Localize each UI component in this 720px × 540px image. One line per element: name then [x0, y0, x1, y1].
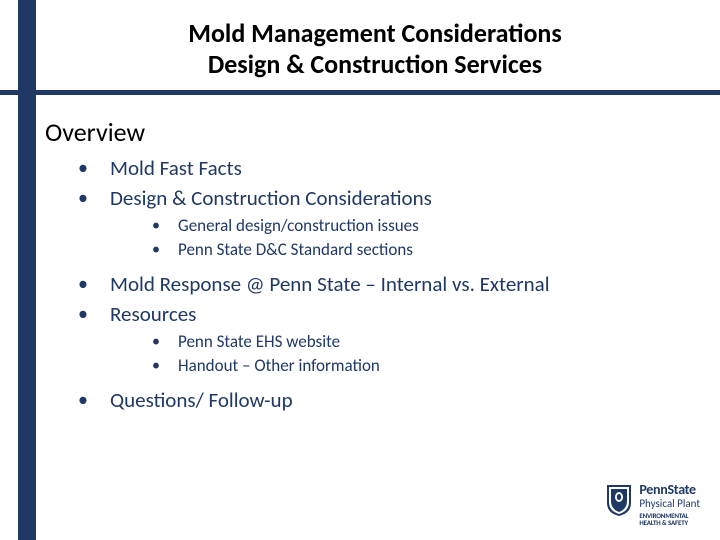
bullet-icon: • [148, 355, 178, 377]
bullet-icon: • [148, 331, 178, 353]
bullet-icon: • [148, 215, 178, 237]
list-text: Design & Construction Considerations [110, 185, 690, 211]
list-text: Mold Response @ Penn State – Internal vs… [110, 271, 690, 297]
title-line-2: Design & Construction Services [60, 49, 690, 80]
content-body: • Mold Fast Facts • Design & Constructio… [72, 155, 690, 417]
list-item: • Design & Construction Considerations [72, 185, 690, 211]
list-text: Resources [110, 301, 690, 327]
list-item: • Handout – Other information [148, 355, 690, 377]
bullet-icon: • [148, 239, 178, 261]
bullet-icon: • [72, 301, 110, 327]
horizontal-rule [0, 90, 720, 95]
list-text: Mold Fast Facts [110, 155, 690, 181]
list-text: Penn State D&C Standard sections [178, 239, 690, 261]
list-text: Penn State EHS website [178, 331, 690, 353]
list-text: Questions/ Follow-up [110, 387, 690, 413]
logo-subunit: Physical Plant [639, 498, 700, 509]
footer-logo: PennState Physical Plant ENVIRONMENTAL H… [605, 483, 700, 526]
sublist: • Penn State EHS website • Handout – Oth… [148, 331, 690, 377]
list-item: • Penn State D&C Standard sections [148, 239, 690, 261]
logo-dept-line2: HEALTH & SAFETY [639, 519, 700, 526]
sublist: • General design/construction issues • P… [148, 215, 690, 261]
title-line-1: Mold Management Considerations [60, 18, 690, 49]
bullet-icon: • [72, 185, 110, 211]
bullet-icon: • [72, 387, 110, 413]
logo-text-block: PennState Physical Plant ENVIRONMENTAL H… [639, 483, 700, 526]
section-heading: Overview [45, 116, 145, 148]
slide-title: Mold Management Considerations Design & … [60, 18, 690, 80]
bullet-icon: • [72, 155, 110, 181]
list-text: General design/construction issues [178, 215, 690, 237]
list-item: • Mold Response @ Penn State – Internal … [72, 271, 690, 297]
list-item: • Questions/ Follow-up [72, 387, 690, 413]
list-item: • Penn State EHS website [148, 331, 690, 353]
list-text: Handout – Other information [178, 355, 690, 377]
bullet-icon: • [72, 271, 110, 297]
shield-icon [605, 483, 633, 517]
list-item: • General design/construction issues [148, 215, 690, 237]
logo-brand: PennState [639, 483, 700, 497]
slide: Mold Management Considerations Design & … [0, 0, 720, 540]
accent-left-bar [18, 0, 36, 540]
list-item: • Resources [72, 301, 690, 327]
list-item: • Mold Fast Facts [72, 155, 690, 181]
